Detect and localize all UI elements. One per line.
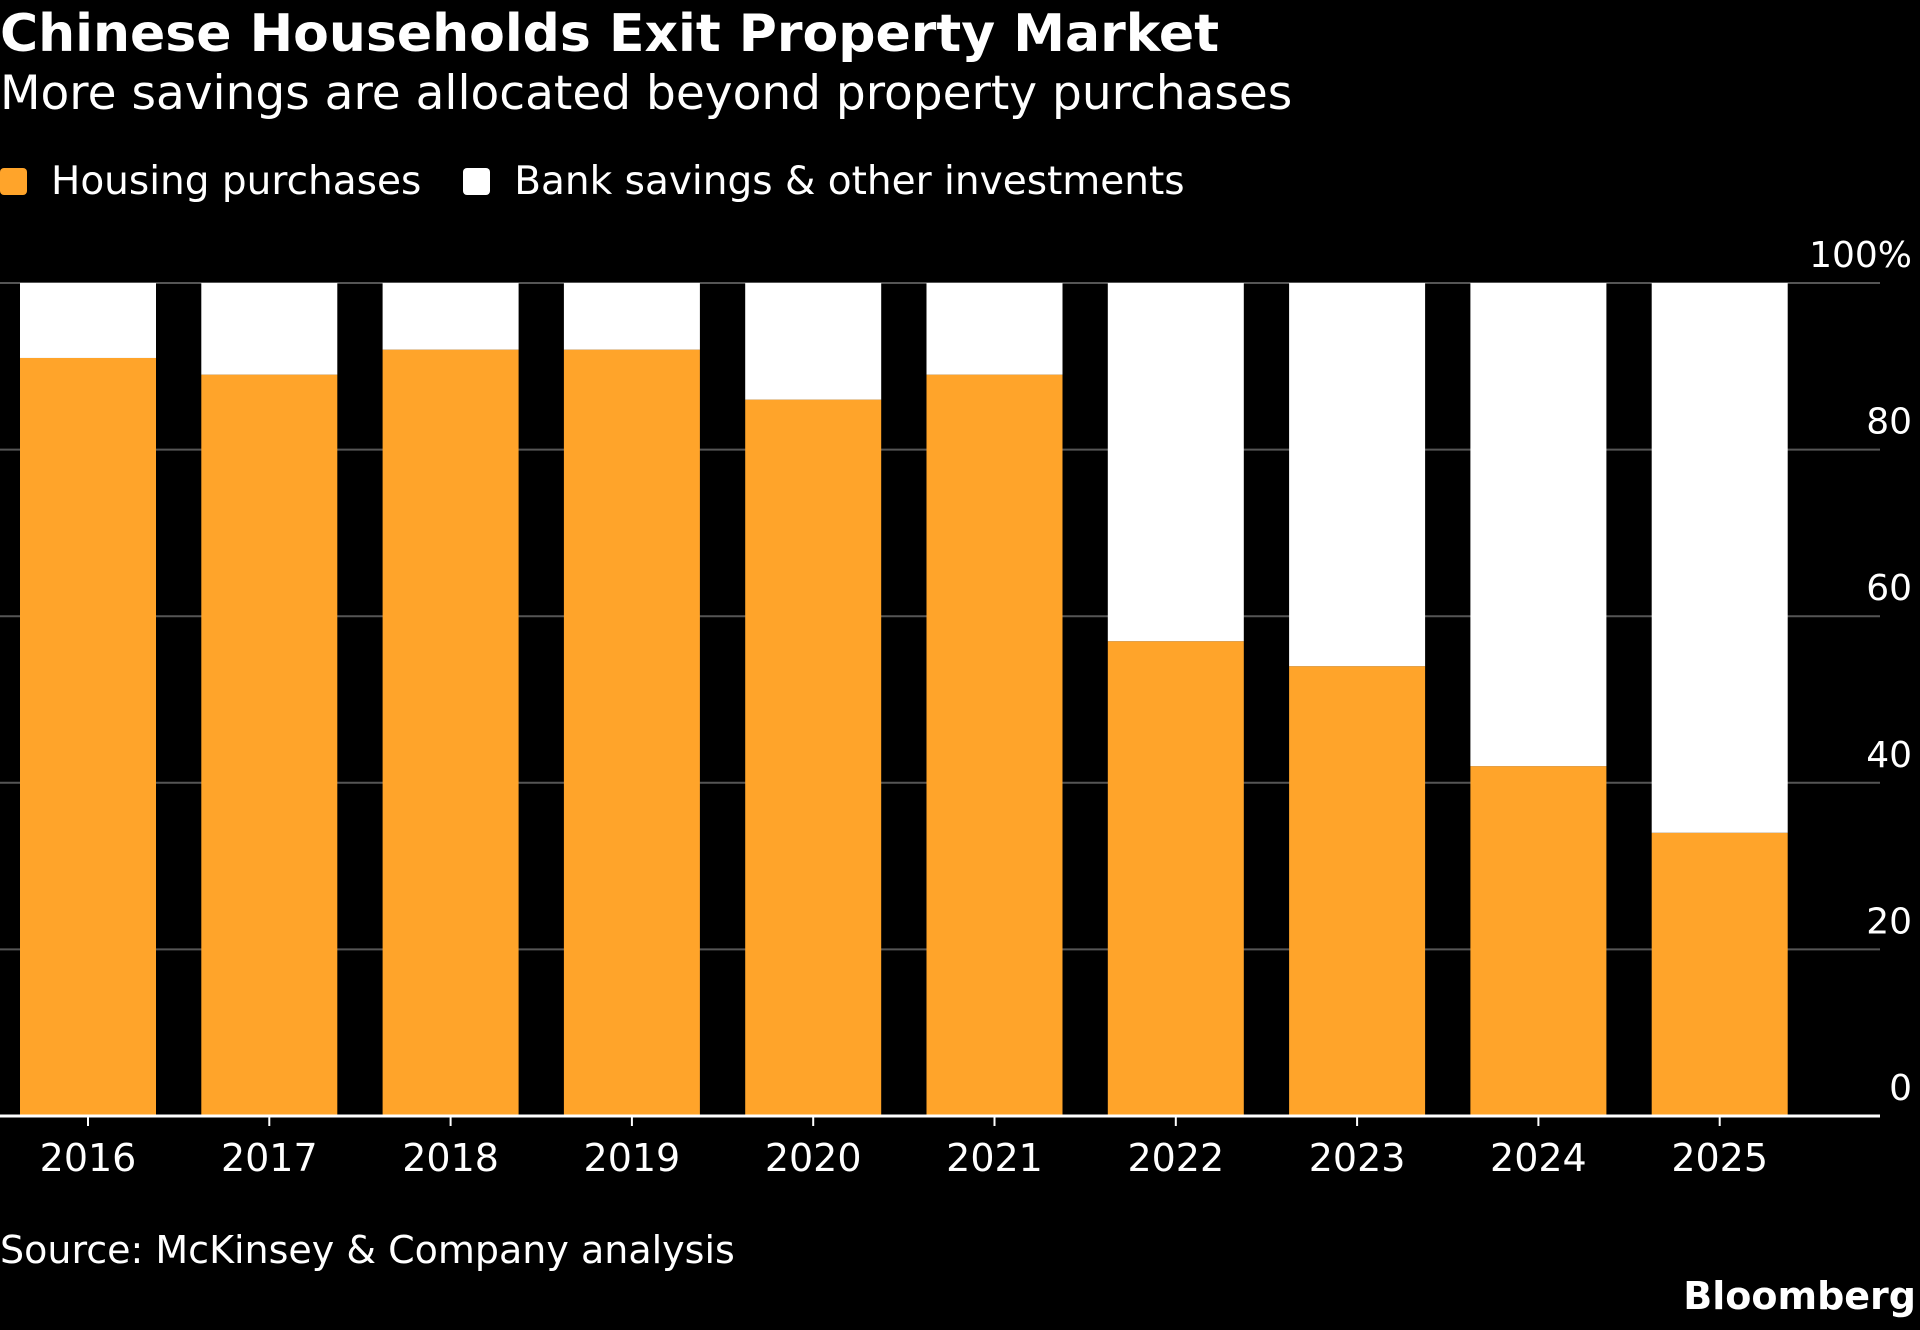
brand-logo: Bloomberg [1683,1274,1916,1318]
bar-savings-2021 [926,283,1063,375]
bar-savings-2020 [745,283,882,400]
legend-item-housing: Housing purchases [0,159,421,204]
y-tick-label-100: 100% [1809,235,1912,276]
y-tick-label-40: 40 [1866,735,1912,776]
y-tick-label-20: 20 [1866,901,1912,942]
x-tick-label-2020: 2020 [765,1136,862,1180]
legend-item-savings: Bank savings & other investments [463,158,1185,204]
legend: Housing purchases Bank savings & other i… [0,156,1227,206]
x-tick-label-2024: 2024 [1490,1136,1587,1180]
bar-housing-2022 [1107,641,1244,1116]
bar-housing-2016 [20,357,156,1117]
x-tick-label-2016: 2016 [40,1136,137,1180]
bar-savings-2016 [20,283,156,358]
bar-housing-2019 [563,349,700,1116]
x-tick-label-2018: 2018 [402,1136,499,1180]
legend-swatch-savings [463,167,491,195]
bar-housing-2023 [1289,666,1426,1116]
x-tick-label-2025: 2025 [1671,1136,1768,1180]
bar-housing-2018 [382,349,519,1116]
legend-label-savings: Bank savings & other investments [514,158,1185,204]
bar-savings-2017 [201,283,338,375]
bar-housing-2024 [1470,766,1607,1116]
bar-housing-2025 [1651,832,1788,1116]
legend-swatch-housing [0,167,27,195]
chart-subtitle: More savings are allocated beyond proper… [0,66,1293,121]
x-tick-label-2017: 2017 [221,1136,318,1180]
x-tick-label-2023: 2023 [1309,1136,1406,1180]
x-tick-label-2022: 2022 [1127,1136,1224,1180]
x-tick-label-2019: 2019 [584,1136,681,1180]
bar-housing-2017 [201,374,338,1116]
bar-savings-2023 [1289,283,1426,667]
bar-housing-2020 [745,399,882,1116]
bar-savings-2025 [1651,283,1788,833]
bar-savings-2019 [563,283,700,350]
bar-housing-2021 [926,374,1063,1116]
y-tick-label-80: 80 [1866,402,1912,443]
legend-label-housing: Housing purchases [51,158,422,204]
source-note: Source: McKinsey & Company analysis [0,1228,735,1272]
bar-savings-2024 [1470,283,1607,767]
x-tick-label-2021: 2021 [946,1136,1043,1180]
bar-savings-2022 [1107,283,1244,642]
y-tick-label-0: 0 [1889,1068,1912,1109]
chart-title: Chinese Households Exit Property Market [0,4,1220,64]
y-tick-label-60: 60 [1866,568,1912,609]
bar-savings-2018 [382,283,519,350]
